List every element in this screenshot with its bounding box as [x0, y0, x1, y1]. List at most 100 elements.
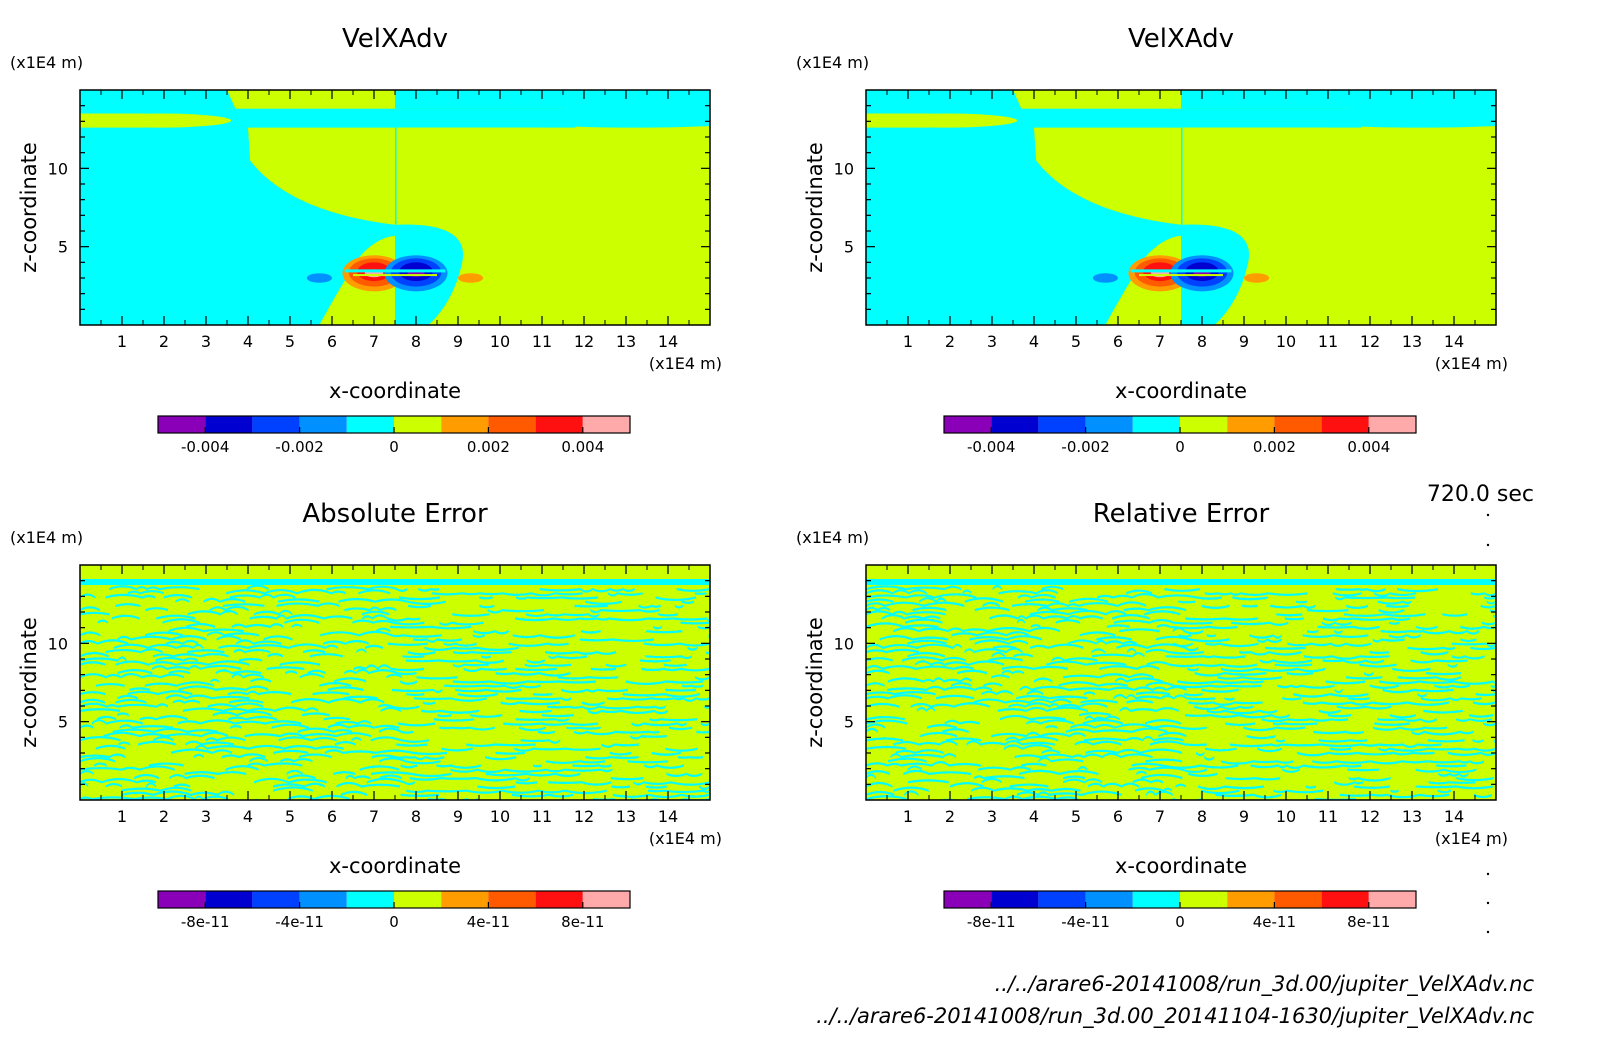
noise-streak: [1296, 751, 1329, 757]
noise-streak: [427, 789, 467, 793]
noise-streak: [1364, 672, 1374, 677]
noise-streak: [627, 760, 669, 764]
noise-streak: [142, 594, 156, 599]
y-tick-label: 10: [48, 159, 68, 178]
noise-streak: [278, 736, 312, 742]
noise-streak: [451, 802, 471, 806]
noise-streak: [379, 774, 402, 780]
noise-streak: [401, 730, 413, 734]
noise-streak: [153, 790, 191, 796]
noise-streak: [903, 769, 930, 775]
noise-streak: [1196, 596, 1222, 600]
y-unit-label: (x1E4 m): [10, 528, 83, 547]
noise-streak: [1049, 792, 1082, 796]
noise-streak: [121, 766, 140, 771]
noise-streak: [943, 678, 961, 683]
noise-streak: [117, 635, 131, 641]
noise-streak: [866, 664, 883, 670]
noise-streak: [1343, 659, 1366, 664]
noise-streak: [1277, 684, 1292, 689]
noise-streak: [348, 724, 375, 729]
noise-streak: [964, 597, 1004, 603]
noise-streak: [561, 688, 588, 694]
noise-streak: [331, 590, 346, 595]
x-tick-label: 10: [490, 332, 510, 351]
noise-streak: [1030, 716, 1066, 721]
noise-streak: [579, 760, 606, 764]
noise-streak: [527, 596, 562, 600]
noise-streak: [663, 663, 687, 667]
noise-streak: [567, 722, 599, 726]
noise-streak: [1402, 760, 1428, 764]
noise-streak: [273, 786, 313, 792]
noise-streak: [1225, 722, 1256, 727]
noise-streak: [1348, 697, 1370, 701]
x-tick-label: 7: [1155, 807, 1165, 826]
noise-streak: [1217, 592, 1231, 596]
noise-streak: [1369, 651, 1389, 654]
noise-streak: [1069, 687, 1109, 691]
noise-streak: [1068, 603, 1079, 607]
noise-streak: [681, 793, 710, 798]
noise-streak: [353, 666, 366, 670]
noise-streak: [1126, 694, 1136, 700]
noise-streak: [565, 747, 601, 751]
noise-streak: [1142, 735, 1154, 742]
noise-streak: [1136, 695, 1161, 700]
noise-streak: [1286, 789, 1323, 794]
noise-top-band: [80, 565, 710, 579]
noise-streak: [934, 593, 977, 599]
noise-streak: [182, 639, 199, 645]
noise-streak: [1483, 722, 1496, 727]
noise-streak: [564, 768, 602, 772]
noise-streak: [362, 615, 373, 620]
noise-streak: [1286, 672, 1314, 676]
colorbar-swatch: [441, 416, 489, 433]
noise-streak: [547, 705, 570, 709]
noise-streak: [176, 661, 208, 666]
noise-streak: [1056, 796, 1079, 800]
noise-streak: [1049, 695, 1088, 700]
noise-streak: [545, 768, 565, 773]
noise-streak: [592, 588, 611, 593]
colorbar-tick-label: -0.002: [1061, 438, 1109, 456]
noise-streak: [574, 604, 608, 608]
noise-streak: [961, 677, 972, 683]
noise-streak: [658, 613, 679, 617]
noise-streak: [1079, 631, 1116, 637]
x-tick-label: 11: [1318, 332, 1338, 351]
noise-streak: [1270, 621, 1289, 626]
x-axis-label: x-coordinate: [329, 379, 461, 403]
noise-streak: [1382, 688, 1414, 694]
noise-streak: [978, 766, 1011, 771]
noise-streak: [580, 617, 597, 621]
field-lobe: [1092, 273, 1118, 283]
noise-streak: [1328, 714, 1352, 718]
noise-streak: [335, 720, 359, 725]
noise-streak: [105, 648, 141, 654]
noise-streak: [951, 682, 972, 687]
noise-streak: [991, 674, 1010, 679]
noise-streak: [927, 724, 957, 729]
noise-streak: [352, 619, 374, 624]
noise-streak: [80, 724, 94, 729]
noise-streak: [301, 712, 330, 717]
noise-streak: [1419, 793, 1449, 798]
noise-streak: [515, 781, 538, 785]
noise-streak: [404, 781, 415, 786]
noise-streak: [967, 796, 1005, 800]
noise-streak: [156, 715, 188, 721]
noise-streak: [1226, 777, 1256, 781]
noise-streak: [1348, 777, 1358, 781]
noise-streak: [1249, 634, 1274, 639]
noise-streak: [200, 719, 235, 725]
noise-streak: [1436, 676, 1461, 681]
noise-streak: [355, 668, 370, 675]
noise-streak: [1222, 663, 1257, 668]
noise-streak: [175, 598, 190, 603]
noise-streak: [611, 785, 630, 789]
noise-streak: [431, 592, 463, 596]
noise-streak: [80, 691, 106, 696]
noise-streak: [1114, 723, 1154, 729]
noise-streak: [117, 703, 157, 708]
